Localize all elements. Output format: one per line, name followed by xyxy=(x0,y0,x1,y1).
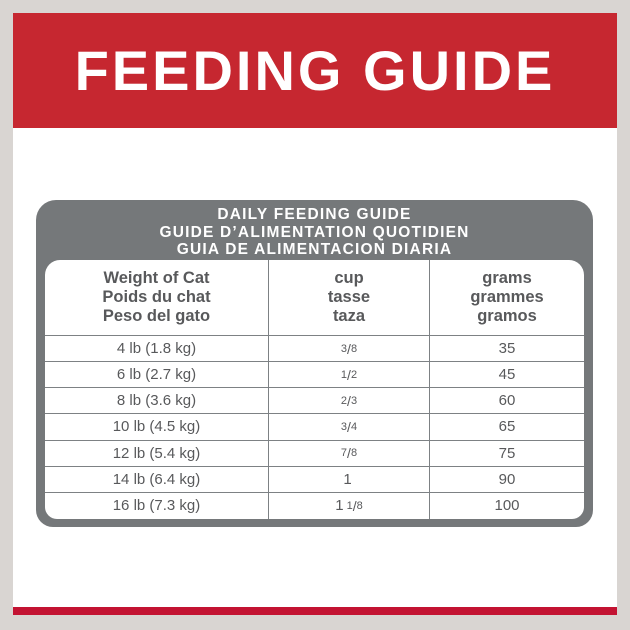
table-row: 12 lb (5.4 kg) 7/8 75 xyxy=(45,440,584,467)
grams-cell: 90 xyxy=(430,467,584,493)
cup-cell: 1 1/8 xyxy=(269,492,430,519)
cup-cell: 1/2 xyxy=(269,362,430,389)
cup-fraction: / xyxy=(347,418,351,435)
col-header-line: gramos xyxy=(477,307,537,325)
grams-cell: 65 xyxy=(430,414,584,441)
cup-whole: 1 xyxy=(343,470,352,488)
col-header-line: taza xyxy=(332,307,366,325)
bottom-red-stripe xyxy=(13,607,617,615)
table-title-line-en: DAILY FEEDING GUIDE xyxy=(217,206,412,223)
cup-fraction: / xyxy=(347,366,351,383)
col-header-grams: grams grammes gramos xyxy=(430,260,584,336)
col-header-line: grammes xyxy=(470,288,544,306)
table-body: 4 lb (1.8 kg) 3/8 35 6 lb (2.7 kg) 1/2 45 8 lb… xyxy=(45,336,584,519)
feeding-guide-banner: FEEDING GUIDE xyxy=(13,13,617,128)
cup-fraction: / xyxy=(347,340,351,357)
col-header-line: grams xyxy=(482,269,532,287)
col-header-line: Peso del gato xyxy=(102,307,211,325)
col-header-cup: cup tasse taza xyxy=(269,260,430,336)
table-row: 8 lb (3.6 kg) 2/3 60 xyxy=(45,388,584,415)
cup-fraction: / xyxy=(352,497,357,514)
cup-whole: 1 xyxy=(335,497,344,515)
cup-cell: 2/3 xyxy=(269,388,430,415)
table-row: 6 lb (2.7 kg) 1/2 45 xyxy=(45,362,584,389)
weight-cell: 12 lb (5.4 kg) xyxy=(45,440,269,467)
grams-cell: 35 xyxy=(430,336,584,363)
grams-cell: 100 xyxy=(494,497,520,515)
table-row: 4 lb (1.8 kg) 3/8 35 xyxy=(45,336,584,363)
cup-cell: 3/4 xyxy=(269,414,430,441)
cup-fraction: / xyxy=(347,392,351,409)
weight-cell: 14 lb (6.4 kg) xyxy=(45,466,269,493)
col-header-line: cup xyxy=(334,269,364,287)
col-header-line: Poids du chat xyxy=(102,288,211,306)
weight-cell: 10 lb (4.5 kg) xyxy=(45,414,269,441)
table-title-line-fr: GUIDE D’ALIMENTATION QUOTIDIEN xyxy=(159,223,470,241)
table-row: 14 lb (6.4 kg) 1 90 xyxy=(45,466,584,493)
table-row: 16 lb (7.3 kg) 1 1/8 100 xyxy=(45,492,584,519)
cup-cell: 7/8 xyxy=(269,440,430,467)
grams-cell: 45 xyxy=(430,362,584,389)
cup-cell: 1 xyxy=(269,466,430,493)
cup-fraction: / xyxy=(347,445,351,462)
grams-cell: 75 xyxy=(430,441,584,467)
table-header-row: Weight of Cat Poids du chat Peso del gat… xyxy=(45,260,584,336)
grams-cell: 60 xyxy=(430,388,584,415)
weight-cell: 6 lb (2.7 kg) xyxy=(45,362,269,389)
col-header-line: Weight of Cat xyxy=(103,269,210,287)
cup-cell: 3/8 xyxy=(269,336,430,363)
feeding-table: Weight of Cat Poids du chat Peso del gat… xyxy=(45,260,584,519)
daily-feeding-guide-box: DAILY FEEDING GUIDE GUIDE D’ALIMENTATION… xyxy=(36,200,593,527)
col-header-line: tasse xyxy=(327,288,371,306)
package-panel: FEEDING GUIDE DAILY FEEDING GUIDE GUIDE … xyxy=(13,13,617,615)
banner-title: FEEDING GUIDE xyxy=(74,39,556,102)
weight-cell: 8 lb (3.6 kg) xyxy=(45,388,269,415)
weight-cell: 4 lb (1.8 kg) xyxy=(45,336,269,363)
table-row: 10 lb (4.5 kg) 3/4 65 xyxy=(45,414,584,441)
col-header-weight: Weight of Cat Poids du chat Peso del gat… xyxy=(45,260,269,336)
table-title: DAILY FEEDING GUIDE GUIDE D’ALIMENTATION… xyxy=(36,200,593,260)
table-title-line-es: GUIA DE ALIMENTACION DIARIA xyxy=(176,241,453,258)
weight-cell: 16 lb (7.3 kg) xyxy=(45,492,269,519)
